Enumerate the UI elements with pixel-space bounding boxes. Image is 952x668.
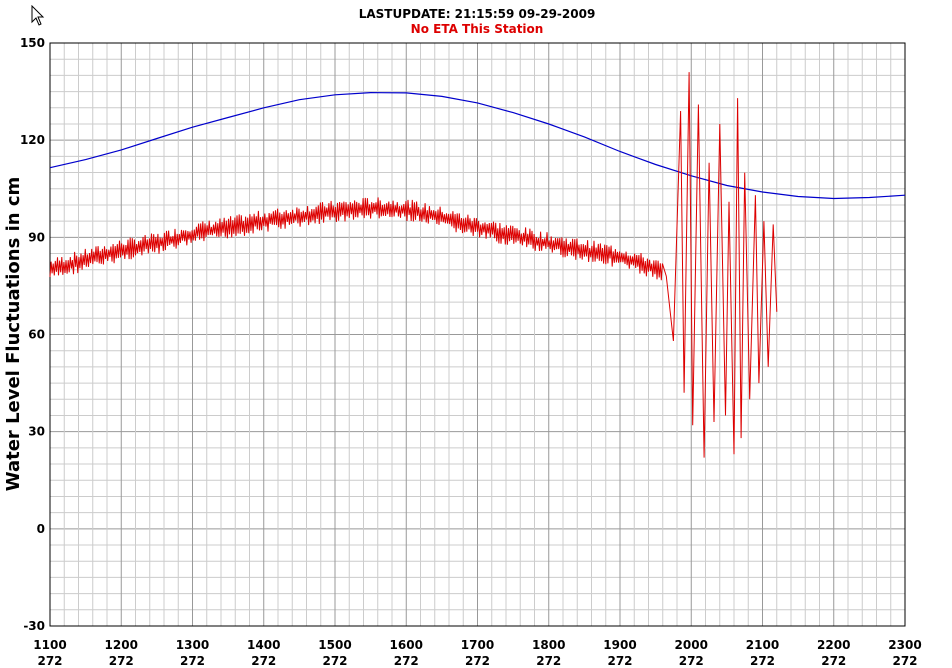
x-tick-label: 1300 (176, 638, 209, 652)
x-tick-label: 1900 (603, 638, 636, 652)
x-tick-day-label: 272 (37, 654, 62, 668)
x-tick-label: 2200 (817, 638, 850, 652)
chart-title: LASTUPDATE: 21:15:59 09-29-2009 (359, 7, 596, 21)
x-tick-day-label: 272 (109, 654, 134, 668)
x-tick-label: 2000 (675, 638, 708, 652)
x-tick-label: 1100 (33, 638, 66, 652)
x-axis-ticks: 1100 272 1200 272 1300 272 1400 272 1500 272 1600 2… (33, 638, 921, 668)
plot-grid (49, 42, 906, 627)
x-tick-label: 1500 (318, 638, 351, 652)
x-tick-day-label: 272 (607, 654, 632, 668)
y-axis-ticks: 150 120 90 60 30 0 -30 (20, 36, 45, 633)
series-layer (49, 72, 906, 458)
x-tick-label: 1600 (390, 638, 423, 652)
x-tick-day-label: 272 (394, 654, 419, 668)
x-tick-day-label: 272 (892, 654, 917, 668)
chart-subtitle: No ETA This Station (411, 22, 544, 36)
y-tick-label: 60 (28, 328, 45, 342)
y-tick-label: 0 (37, 522, 45, 536)
x-tick-day-label: 272 (750, 654, 775, 668)
x-tick-label: 1200 (105, 638, 138, 652)
x-tick-day-label: 272 (322, 654, 347, 668)
x-tick-label: 1800 (532, 638, 565, 652)
y-tick-label: -30 (23, 619, 45, 633)
x-tick-label: 1400 (247, 638, 280, 652)
x-tick-day-label: 272 (251, 654, 276, 668)
x-tick-day-label: 272 (821, 654, 846, 668)
y-tick-label: 150 (20, 36, 45, 50)
y-tick-label: 120 (20, 133, 45, 147)
x-tick-label: 2100 (746, 638, 779, 652)
x-tick-day-label: 272 (679, 654, 704, 668)
x-tick-day-label: 272 (465, 654, 490, 668)
mouse-pointer-icon (31, 4, 45, 31)
y-tick-label: 30 (28, 425, 45, 439)
observed-series-line (49, 72, 778, 458)
predicted-series-line (49, 91, 906, 200)
plot-frame (49, 42, 906, 627)
x-tick-label: 1700 (461, 638, 494, 652)
y-tick-label: 90 (28, 230, 45, 244)
x-tick-day-label: 272 (180, 654, 205, 668)
x-tick-day-label: 272 (536, 654, 561, 668)
x-tick-label: 2300 (888, 638, 921, 652)
y-axis-label: Water Level Fluctuations in cm (3, 177, 24, 492)
